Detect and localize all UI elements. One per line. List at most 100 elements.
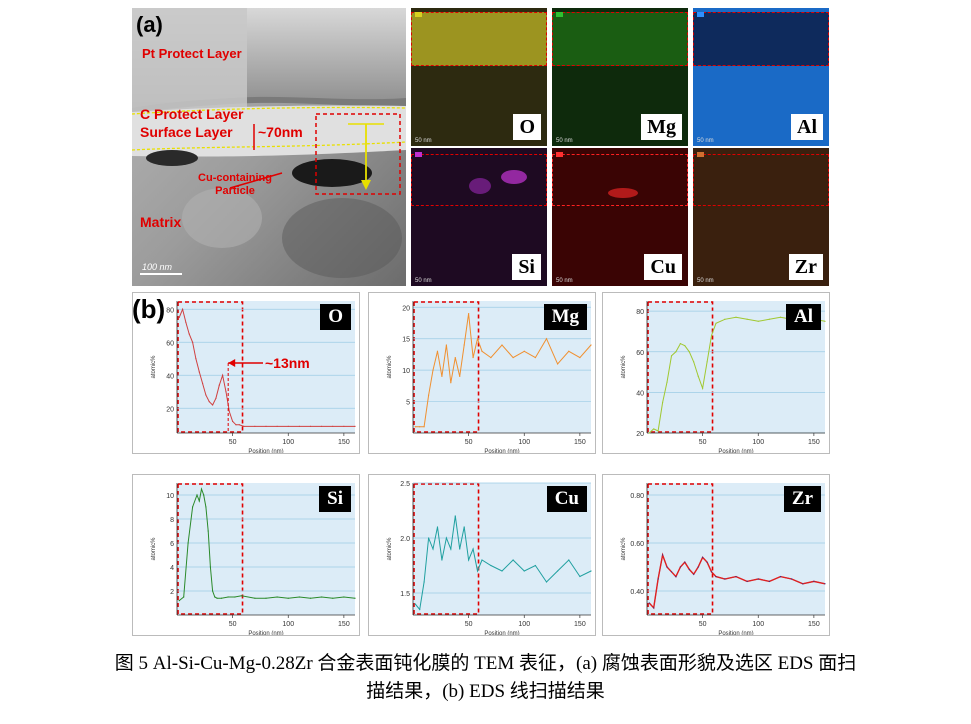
data-point bbox=[183, 596, 185, 598]
data-point bbox=[298, 596, 300, 598]
o-film-band bbox=[411, 12, 547, 66]
selection-box bbox=[552, 12, 688, 66]
matrix-label: Matrix bbox=[140, 214, 182, 230]
series-line bbox=[178, 307, 355, 427]
data-point bbox=[697, 375, 699, 377]
data-point bbox=[476, 570, 479, 572]
data-point bbox=[445, 344, 447, 346]
data-point bbox=[207, 530, 209, 532]
data-point bbox=[298, 425, 300, 427]
data-point bbox=[675, 351, 677, 353]
y-tick-label: 0.60 bbox=[630, 541, 644, 548]
data-point bbox=[512, 356, 514, 359]
tem-scale-bar-label: 100 nm bbox=[142, 262, 173, 272]
data-point bbox=[232, 420, 234, 423]
data-point bbox=[824, 320, 826, 322]
series-line bbox=[178, 487, 356, 601]
data-point bbox=[212, 404, 214, 406]
y-tick-label: 40 bbox=[166, 373, 174, 380]
y-axis-label: atomic% bbox=[621, 355, 627, 379]
color-tag-icon bbox=[556, 12, 563, 17]
x-tick-label: 150 bbox=[338, 439, 350, 446]
data-point bbox=[590, 344, 592, 346]
x-tick-label: 100 bbox=[282, 621, 294, 628]
y-axis-label: atomic% bbox=[387, 537, 393, 561]
data-point bbox=[203, 494, 205, 496]
data-point bbox=[432, 369, 434, 371]
data-point bbox=[523, 350, 525, 352]
plot-element-label: Si bbox=[319, 486, 351, 512]
y-tick-label: 20 bbox=[166, 406, 174, 413]
data-point bbox=[436, 526, 439, 528]
data-point bbox=[557, 570, 559, 572]
data-point bbox=[679, 566, 681, 568]
map-element-label: Cu bbox=[644, 254, 682, 280]
tem-image: (a) Pt Protect Layer C Protect Layer Sur… bbox=[132, 8, 406, 286]
y-tick-label: 8 bbox=[170, 517, 174, 524]
series-line bbox=[414, 515, 592, 611]
caption-line-2: 描结果，(b) EDS 线扫描结果 bbox=[366, 681, 605, 702]
line-scan-zr: 0.40 0.60 0.80 50 100 150 Position (nm) atomic%… bbox=[602, 474, 830, 636]
data-point bbox=[710, 571, 713, 573]
data-point bbox=[693, 573, 695, 575]
line-scan-mg: 5 10 15 20 50 100 150 Position (nm) atomic% Mg bbox=[368, 292, 596, 454]
map-element-label: Mg bbox=[641, 114, 682, 140]
data-point bbox=[178, 600, 180, 602]
data-point bbox=[468, 312, 470, 315]
data-point bbox=[710, 334, 713, 337]
data-point bbox=[679, 343, 681, 345]
data-point bbox=[332, 425, 334, 427]
y-tick-label: 80 bbox=[166, 307, 174, 314]
data-point bbox=[450, 382, 452, 384]
color-tag-icon bbox=[697, 152, 704, 157]
y-axis-label: atomic% bbox=[387, 355, 393, 379]
data-point bbox=[813, 580, 815, 582]
data-point bbox=[779, 576, 782, 578]
data-point bbox=[309, 425, 312, 427]
data-point bbox=[332, 597, 334, 599]
figure-caption: 图 5 Al-Si-Cu-Mg-0.28Zr 合金表面钝化膜的 TEM 表征，(… bbox=[0, 650, 971, 706]
data-point bbox=[216, 597, 218, 599]
data-point bbox=[419, 608, 421, 611]
data-point bbox=[454, 356, 456, 359]
selection-box bbox=[693, 12, 829, 66]
x-tick-label: 150 bbox=[808, 439, 820, 446]
y-tick-label: 20 bbox=[636, 431, 644, 438]
data-point bbox=[534, 564, 536, 567]
y-tick-label: 15 bbox=[402, 337, 410, 344]
data-point bbox=[670, 571, 673, 573]
y-tick-label: 0.40 bbox=[630, 589, 644, 596]
caption-line-1: 图 5 Al-Si-Cu-Mg-0.28Zr 合金表面钝化膜的 TEM 表征，(… bbox=[114, 653, 857, 674]
data-point bbox=[481, 559, 483, 561]
data-point bbox=[590, 570, 592, 572]
data-point bbox=[468, 559, 470, 561]
data-point bbox=[238, 424, 240, 426]
data-point bbox=[670, 355, 673, 357]
data-point bbox=[196, 494, 198, 496]
y-tick-label: 2.0 bbox=[400, 536, 410, 543]
data-point bbox=[208, 401, 210, 403]
plot-element-label: Zr bbox=[783, 486, 821, 512]
map-scale-label: 50 nm bbox=[415, 278, 432, 284]
data-point bbox=[227, 596, 229, 598]
data-point bbox=[235, 424, 237, 426]
thickness-label: ~70nm bbox=[258, 124, 303, 140]
data-point bbox=[666, 566, 668, 568]
line-scan-si: 2 4 6 8 10 50 100 150 Position (nm) atomic% Si bbox=[132, 474, 360, 636]
data-point bbox=[501, 344, 503, 346]
al-film-band bbox=[693, 12, 829, 66]
mg-film-band bbox=[552, 12, 688, 66]
data-point bbox=[481, 350, 483, 352]
data-point bbox=[185, 321, 187, 324]
x-axis-label: Position (nm) bbox=[248, 449, 283, 454]
data-point bbox=[791, 578, 793, 580]
data-point bbox=[661, 401, 664, 404]
y-tick-label: 10 bbox=[166, 493, 174, 500]
y-axis-label: atomic% bbox=[151, 537, 157, 561]
y-tick-label: 10 bbox=[402, 368, 410, 375]
color-tag-icon bbox=[415, 152, 422, 157]
x-tick-label: 100 bbox=[282, 439, 294, 446]
data-point bbox=[661, 554, 664, 556]
data-point bbox=[198, 500, 200, 502]
data-point bbox=[534, 356, 536, 359]
